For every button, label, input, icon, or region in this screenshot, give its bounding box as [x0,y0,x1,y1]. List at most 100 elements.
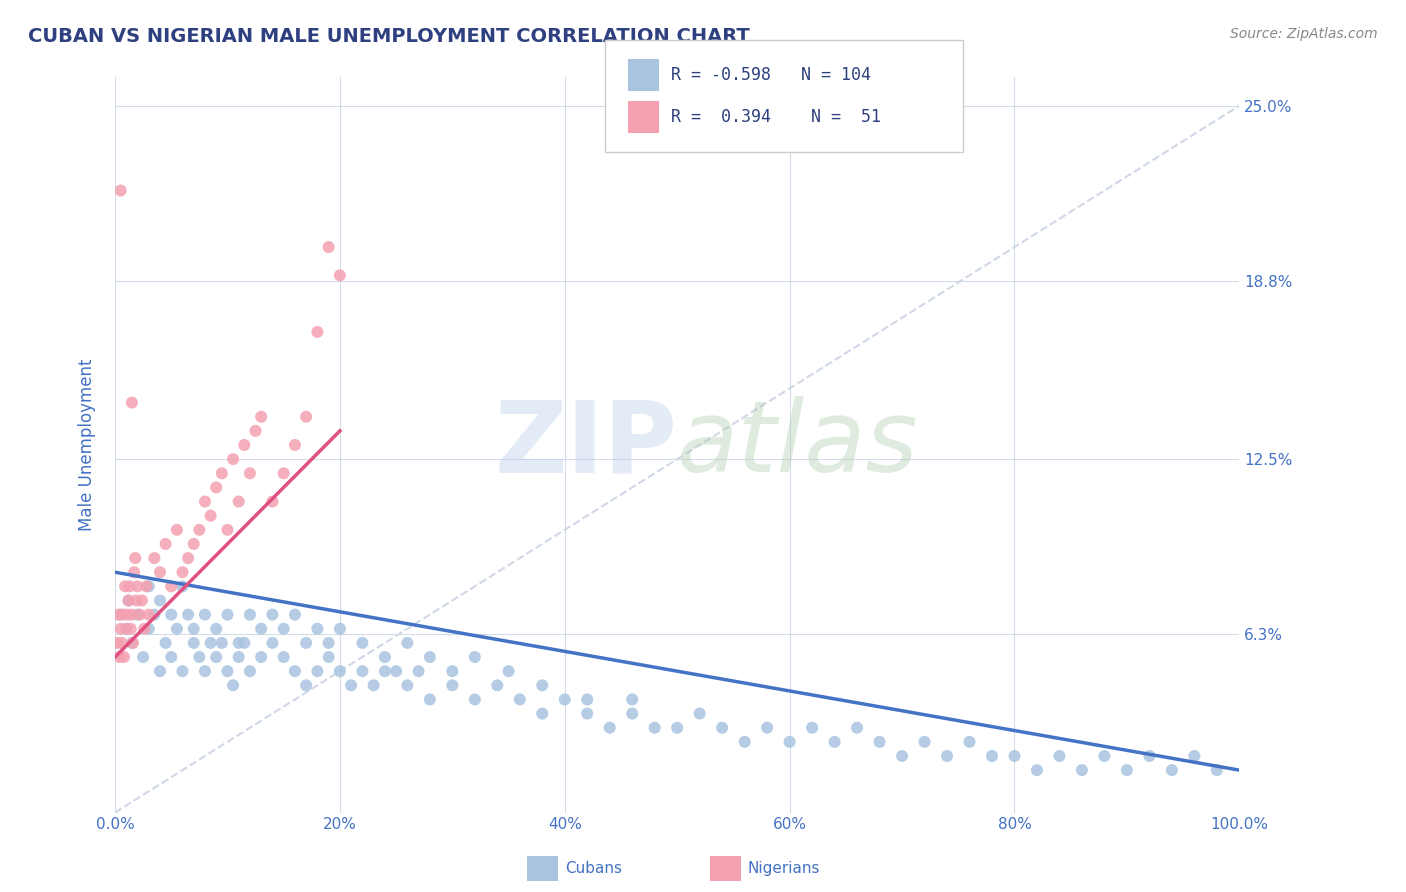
Point [1049,749,1071,764]
Point [188,523,211,537]
Point [183,622,205,636]
Point [217,607,239,622]
Point [441,678,464,692]
Point [111,607,134,622]
Point [1160,763,1182,777]
Point [385,664,408,678]
Point [200,508,222,523]
Point [464,650,486,665]
Point [110,184,132,198]
Point [121,607,143,622]
Point [307,664,329,678]
Point [138,607,160,622]
Point [121,395,143,409]
Point [149,566,172,580]
Point [177,607,200,622]
Point [734,735,756,749]
Point [329,268,352,283]
Point [117,593,139,607]
Point [621,692,644,706]
Point [959,735,981,749]
Point [122,636,145,650]
Point [122,566,145,580]
Point [756,721,779,735]
Point [110,622,132,636]
Text: Source: ZipAtlas.com: Source: ZipAtlas.com [1230,27,1378,41]
Point [419,650,441,665]
Point [118,579,141,593]
Point [194,607,217,622]
Point [498,664,520,678]
Point [250,650,273,665]
Point [329,664,352,678]
Text: ZIP: ZIP [495,396,678,493]
Point [217,664,239,678]
Point [115,622,138,636]
Point [205,480,228,494]
Point [132,650,155,665]
Point [160,650,183,665]
Point [340,678,363,692]
Point [160,579,183,593]
Point [149,664,172,678]
Point [509,692,531,706]
Point [134,622,156,636]
Point [239,467,262,481]
Point [245,424,267,438]
Point [117,607,139,622]
Point [408,664,430,678]
Text: Nigerians: Nigerians [748,862,821,876]
Point [576,692,599,706]
Point [166,622,188,636]
Point [464,692,486,706]
Y-axis label: Male Unemployment: Male Unemployment [79,359,96,532]
Point [419,692,441,706]
Point [138,579,160,593]
Point [363,678,385,692]
Point [1026,763,1049,777]
Point [891,749,914,764]
Point [138,622,160,636]
Point [177,551,200,566]
Point [160,607,183,622]
Point [228,494,250,508]
Point [172,566,194,580]
Point [111,636,134,650]
Point [143,607,166,622]
Point [981,749,1004,764]
Point [295,678,318,692]
Point [1094,749,1116,764]
Point [131,593,153,607]
Point [211,467,233,481]
Point [114,579,136,593]
Point [644,721,666,735]
Point [318,650,340,665]
Point [217,523,239,537]
Point [121,636,143,650]
Point [211,636,233,650]
Point [124,551,146,566]
Point [194,494,217,508]
Point [801,721,824,735]
Point [135,579,157,593]
Point [374,664,396,678]
Point [396,678,419,692]
Text: CUBAN VS NIGERIAN MALE UNEMPLOYMENT CORRELATION CHART: CUBAN VS NIGERIAN MALE UNEMPLOYMENT CORR… [28,27,749,45]
Point [666,721,689,735]
Point [621,706,644,721]
Point [228,636,250,650]
Point [554,692,576,706]
Point [127,579,149,593]
Point [531,706,554,721]
Point [120,622,142,636]
Point [936,749,959,764]
Point [172,664,194,678]
Point [128,607,150,622]
Point [711,721,734,735]
Point [262,607,284,622]
Point [188,650,211,665]
Point [273,650,295,665]
Point [200,636,222,650]
Point [183,636,205,650]
Point [1182,749,1205,764]
